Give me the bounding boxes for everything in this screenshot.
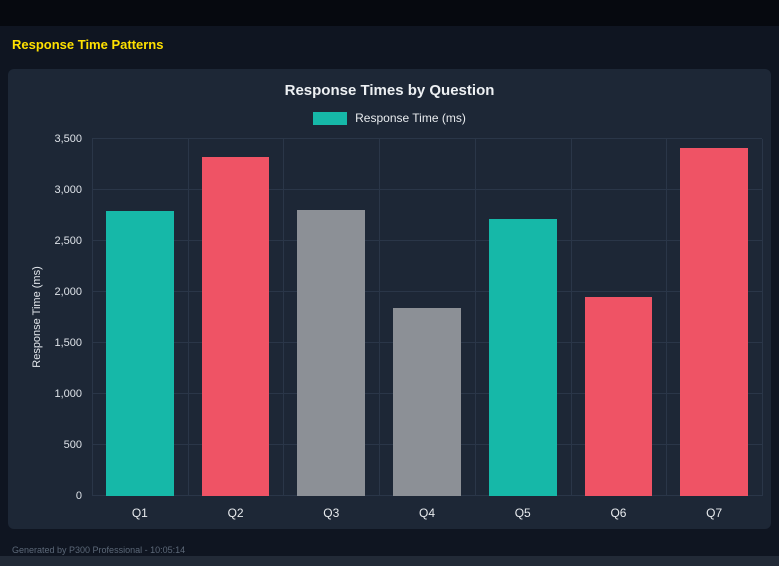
bar-q2[interactable]	[201, 156, 270, 496]
gridline-vertical	[187, 139, 189, 496]
y-tick-label: 3,500	[54, 133, 82, 145]
x-axis-label: Q7	[706, 506, 723, 520]
bar-q1[interactable]	[106, 211, 174, 496]
x-axis-label: Q4	[419, 506, 436, 520]
bar-q3[interactable]	[297, 210, 366, 496]
gridline-vertical	[379, 139, 381, 496]
header: Response Time Patterns	[0, 26, 779, 67]
bar-q6[interactable]	[584, 297, 653, 496]
legend-swatch	[313, 111, 348, 125]
gridline-vertical	[762, 139, 763, 496]
y-tick-label: 0	[75, 490, 82, 502]
chart-title: Response Times by Question	[284, 82, 495, 99]
plot-area	[92, 138, 763, 496]
gridline-vertical	[474, 139, 476, 496]
x-axis-labels: Q1 Q2 Q3 Q4 Q5 Q6 Q7	[92, 506, 762, 520]
bar-q7[interactable]	[680, 148, 748, 496]
footer: Generated by P300 Professional - 10:05:1…	[12, 540, 779, 558]
x-axis-label: Q2	[227, 506, 244, 520]
legend-label: Response Time (ms)	[355, 111, 466, 125]
chart-area: Response Time (ms) 0 500 1,000 1,500 2,000 2,…	[8, 133, 763, 520]
chart-panel: Response Times by Question Response Time…	[8, 69, 771, 529]
x-axis-label: Q5	[514, 506, 531, 520]
footer-text: Generated by P300 Professional - 10:05:1…	[12, 545, 186, 555]
gridline-vertical	[283, 139, 285, 496]
gridline-horizontal	[92, 291, 762, 292]
window-bottom-strip	[0, 556, 779, 566]
gridline-horizontal	[92, 240, 762, 241]
x-axis-label: Q3	[323, 506, 340, 520]
chart-legend-item[interactable]: Response Time (ms)	[8, 111, 771, 125]
page-title: Response Time Patterns	[12, 37, 164, 52]
y-tick-label: 2,500	[54, 235, 82, 247]
x-axis-label: Q6	[610, 506, 627, 520]
bar-q4[interactable]	[393, 308, 461, 496]
y-tick-label: 2,000	[54, 286, 82, 298]
y-tick-label: 1,000	[54, 388, 82, 400]
gridline-vertical	[666, 139, 668, 496]
y-tick-label: 1,500	[54, 337, 82, 349]
gridline-horizontal	[92, 138, 762, 139]
gridline-vertical	[570, 139, 572, 496]
y-tick-label: 500	[63, 439, 82, 451]
x-axis-label: Q1	[131, 506, 148, 520]
y-axis-tick-labels: 0 500 1,000 1,500 2,000 2,500 3,000 3,500	[8, 133, 92, 502]
bar-q5[interactable]	[488, 219, 557, 496]
y-tick-label: 3,000	[54, 184, 82, 196]
gridline-horizontal	[92, 189, 762, 190]
gridline-vertical	[92, 139, 93, 496]
window-top-strip	[0, 0, 779, 26]
